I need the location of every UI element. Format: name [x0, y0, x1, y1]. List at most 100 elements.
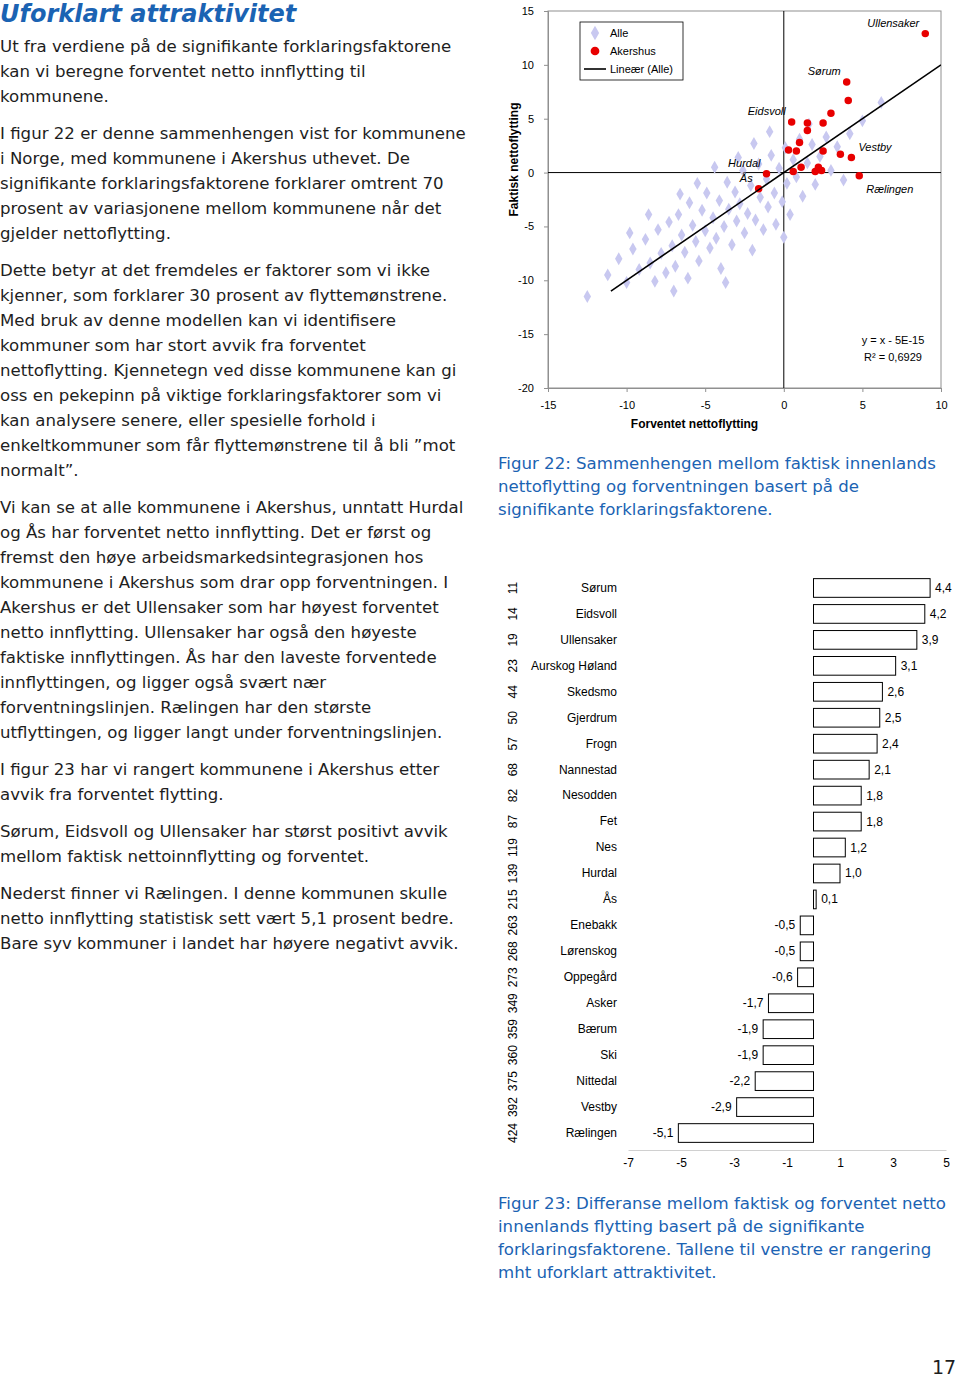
data-label: 2,5: [885, 711, 902, 725]
point: [789, 168, 796, 175]
point: [670, 285, 677, 298]
point: [626, 226, 633, 239]
tick-label: 10: [522, 59, 534, 71]
point: [811, 168, 818, 175]
rank-label: 50: [506, 711, 520, 725]
point: [796, 133, 803, 146]
x-axis: -15-10-50510: [541, 388, 948, 411]
plot-frame: [548, 11, 941, 388]
bar: [814, 864, 841, 883]
point: [711, 161, 718, 174]
point: [749, 244, 756, 257]
category-label: Rælingen: [566, 1126, 617, 1140]
point: [804, 119, 811, 126]
point: [642, 233, 649, 246]
data-label: 4,2: [930, 607, 947, 621]
point: [804, 127, 811, 134]
rank-label: 359: [506, 1019, 520, 1039]
point: [775, 162, 782, 175]
tick: -15: [518, 328, 548, 340]
point: [799, 190, 806, 203]
point: [692, 235, 699, 248]
tick-label: 3: [890, 1156, 897, 1170]
tick: Skedsmo: [567, 685, 621, 699]
bar: [678, 1124, 813, 1143]
tick: Sørum: [581, 581, 621, 595]
category-label: Ski: [600, 1048, 617, 1062]
legend-label: Alle: [610, 27, 628, 39]
category-label: Ullensaker: [560, 633, 617, 647]
point-label: Sørum: [808, 65, 841, 77]
rank-label: 375: [506, 1071, 520, 1091]
tick-label: 5: [943, 1156, 950, 1170]
bar: [755, 1072, 813, 1091]
tick-mark: [544, 334, 548, 335]
bar: [814, 682, 883, 701]
point: [797, 163, 804, 170]
point: [741, 226, 748, 239]
category-label: Frogn: [586, 737, 617, 751]
rank-label: 392: [506, 1097, 520, 1117]
y-axis-title: Faktisk nettoflytting: [507, 102, 521, 216]
tick-label: 10: [935, 399, 947, 411]
tick: Frogn: [586, 737, 621, 751]
point: [712, 232, 719, 245]
category-label: Asker: [586, 996, 617, 1010]
paragraph: I figur 23 har vi rangert kommunene i Ak…: [0, 757, 468, 807]
tick-label: -15: [541, 399, 557, 411]
tick-mark: [941, 388, 942, 392]
tick: Gjerdrum: [567, 711, 621, 725]
category-label: Nannestad: [559, 762, 617, 776]
rank-label: 215: [506, 889, 520, 909]
annotation: y = x - 5E-15: [862, 334, 925, 346]
tick-label: 0: [528, 167, 534, 179]
data-label: 2,1: [874, 763, 891, 777]
data-label: 2,4: [882, 737, 899, 751]
data-label: 1,8: [866, 815, 883, 829]
point: [675, 208, 682, 221]
annotation: R² = 0,6929: [864, 351, 922, 363]
tick: 5: [528, 113, 548, 125]
category-label: Nesodden: [562, 788, 617, 802]
tick: Nannestad: [559, 762, 621, 776]
point: [731, 186, 738, 199]
point: [654, 223, 661, 236]
point: [812, 178, 819, 191]
point: [645, 208, 652, 221]
point: [763, 170, 770, 177]
rank-label: 82: [506, 789, 520, 803]
data-label: 2,6: [887, 685, 904, 699]
rank-label: 57: [506, 737, 520, 751]
tick-label: -5: [701, 399, 711, 411]
point-label: Eidsvoll: [748, 105, 786, 117]
bar: [814, 734, 878, 753]
category-label: Bærum: [578, 1022, 617, 1036]
point: [665, 216, 672, 229]
bar: [814, 579, 931, 598]
tick-label: 1: [837, 1156, 844, 1170]
data-label: -2,2: [730, 1074, 751, 1088]
point: [662, 266, 669, 279]
tick: -3: [729, 1150, 740, 1170]
point: [651, 275, 658, 288]
rank-label: 14: [506, 607, 520, 621]
tick-mark: [544, 388, 548, 389]
tick: Aurskog Høland: [531, 659, 621, 673]
tick-label: 5: [528, 113, 534, 125]
point: [793, 147, 800, 154]
point-label: Vestby: [858, 141, 893, 153]
legend-swatch: [584, 68, 606, 70]
paragraph: I figur 22 er denne sammenhengen vist fo…: [0, 121, 468, 246]
category-label: Hurdal: [582, 866, 617, 880]
tick: Vestby: [581, 1100, 621, 1114]
tick-mark: [705, 388, 706, 392]
bar: [814, 760, 870, 779]
rank-label: 11: [506, 581, 520, 594]
data-label: -2,9: [711, 1100, 732, 1114]
category-label: Gjerdrum: [567, 711, 617, 725]
bar: [763, 1020, 813, 1039]
category-label: Oppegård: [564, 970, 617, 984]
tick: 3: [890, 1150, 897, 1170]
bar: [814, 708, 880, 727]
bar: [798, 968, 814, 987]
